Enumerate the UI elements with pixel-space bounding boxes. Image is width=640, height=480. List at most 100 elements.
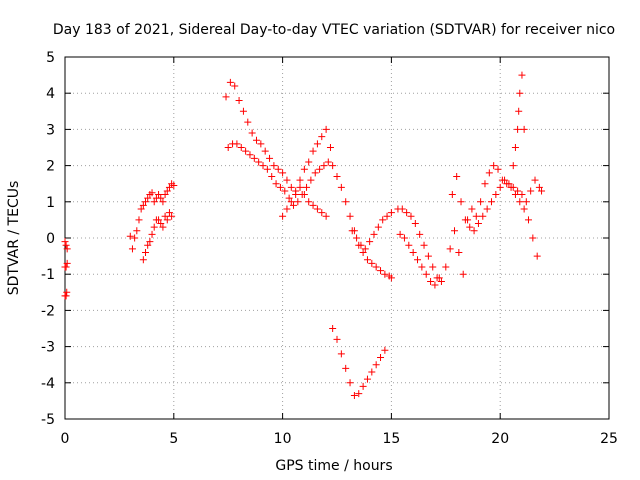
data-point [487, 198, 495, 206]
data-point [281, 187, 289, 195]
data-point [377, 353, 385, 361]
data-point [515, 107, 523, 115]
data-point [348, 227, 356, 235]
data-point [276, 183, 284, 191]
data-point [159, 223, 167, 231]
data-point [250, 154, 258, 162]
y-axis-label: SDTVAR / TECUs [6, 181, 22, 296]
data-point [431, 281, 439, 289]
data-point [477, 198, 485, 206]
data-point [287, 183, 295, 191]
data-point [370, 230, 378, 238]
data-point [279, 212, 287, 220]
data-point [377, 267, 385, 275]
y-tick-label: 5 [46, 50, 55, 66]
data-point [303, 183, 311, 191]
y-tick-label: -3 [41, 340, 55, 356]
y-tick-label: 0 [46, 231, 55, 247]
data-point [248, 129, 256, 137]
data-point [274, 165, 282, 173]
data-point [161, 212, 169, 220]
data-point [333, 172, 341, 180]
data-point [296, 176, 304, 184]
data-point [514, 125, 522, 133]
data-point [131, 234, 139, 242]
plot-frame [64, 56, 610, 420]
data-point [420, 241, 428, 249]
data-point [494, 165, 502, 173]
data-point [496, 183, 504, 191]
data-point [283, 205, 291, 213]
data-point [294, 198, 302, 206]
data-point [409, 248, 417, 256]
data-point [535, 183, 543, 191]
data-point [511, 191, 519, 199]
data-point [62, 292, 70, 300]
data-point [222, 93, 230, 101]
data-point [387, 274, 395, 282]
data-point [357, 241, 365, 249]
data-point [353, 234, 361, 242]
data-point [383, 212, 391, 220]
data-point [516, 198, 524, 206]
data-point [466, 223, 474, 231]
data-point [379, 216, 387, 224]
data-point [464, 216, 472, 224]
data-point [285, 194, 293, 202]
data-point [287, 198, 295, 206]
data-point [381, 346, 389, 354]
data-point [128, 245, 136, 253]
data-point [324, 158, 332, 166]
data-point [133, 227, 141, 235]
data-point [148, 189, 156, 197]
data-point [411, 220, 419, 228]
data-point [359, 382, 367, 390]
data-point [418, 263, 426, 271]
data-point [533, 252, 541, 260]
chart-title: Day 183 of 2021, Sidereal Day-to-day VTE… [53, 22, 615, 38]
data-point [472, 212, 480, 220]
data-point [235, 96, 243, 104]
data-point [422, 270, 430, 278]
data-point [372, 263, 380, 271]
data-point [300, 191, 308, 199]
data-point [403, 209, 411, 217]
data-point [146, 238, 154, 246]
data-point [252, 136, 260, 144]
data-point [259, 162, 267, 170]
data-point [157, 194, 165, 202]
data-point [333, 335, 341, 343]
data-point [322, 125, 330, 133]
data-point [520, 125, 528, 133]
data-point [342, 198, 350, 206]
data-point [279, 169, 287, 177]
data-point [522, 198, 530, 206]
data-point [226, 78, 234, 86]
data-point [63, 259, 71, 267]
data-point [459, 270, 467, 278]
data-point [300, 165, 308, 173]
data-point [246, 151, 254, 159]
data-point [309, 201, 317, 209]
data-point [359, 248, 367, 256]
data-point [320, 162, 328, 170]
data-point [329, 162, 337, 170]
data-point [518, 191, 526, 199]
grid-lines [65, 57, 609, 419]
data-point [150, 223, 158, 231]
data-point [139, 256, 147, 264]
data-point [442, 263, 450, 271]
data-point [398, 205, 406, 213]
data-point [61, 238, 69, 246]
data-point [455, 248, 463, 256]
y-tick-label: 4 [46, 86, 55, 102]
data-point [529, 234, 537, 242]
data-point [374, 223, 382, 231]
data-point [507, 183, 515, 191]
data-point [163, 216, 171, 224]
data-point [157, 220, 165, 228]
data-point [255, 158, 263, 166]
data-point [309, 147, 317, 155]
data-point [263, 165, 271, 173]
